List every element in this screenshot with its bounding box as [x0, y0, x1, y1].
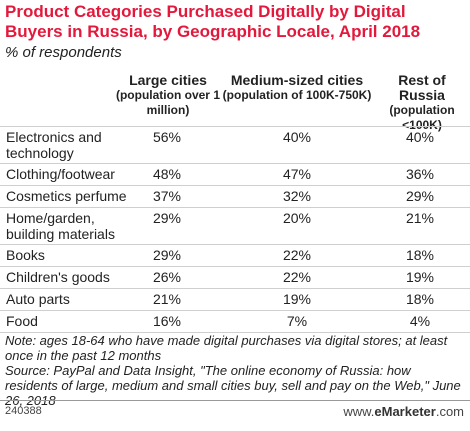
cell-value: 26% — [152, 269, 182, 285]
table-row: Children's goods 26% 22% 19% — [0, 267, 470, 289]
cell-value: 36% — [405, 166, 435, 182]
table-row: Clothing/footwear 48% 47% 36% — [0, 164, 470, 186]
brand-prefix: www. — [343, 404, 375, 419]
source-text: Source: PayPal and Data Insight, "The on… — [5, 363, 461, 408]
row-category-label: Home/garden, building materials — [6, 210, 115, 242]
column-header-large-cities: Large cities (population over 1 million) — [112, 73, 224, 118]
row-category-label: Auto parts — [6, 291, 70, 307]
cell-value: 32% — [282, 188, 312, 204]
cell-value: 29% — [152, 247, 182, 263]
table-row: Cosmetics perfume 37% 32% 29% — [0, 186, 470, 208]
notes: Note: ages 18-64 who have made digital p… — [5, 333, 465, 408]
cell-value: 56% — [152, 129, 182, 145]
cell-value: 16% — [152, 313, 182, 329]
table-row: Home/garden, building materials 29% 20% 21% — [0, 208, 470, 245]
cell-value: 21% — [152, 291, 182, 307]
cell-value: 47% — [282, 166, 312, 182]
table-row: Electronics and technology 56% 40% 40% — [0, 126, 470, 164]
column-header-rest-of-russia: Rest of Russia (population <100K) — [374, 73, 470, 133]
table-row: Food 16% 7% 4% — [0, 311, 470, 333]
column-header-sub: (population of 100K-750K) — [222, 88, 372, 102]
data-table: Electronics and technology 56% 40% 40% Cloth… — [0, 126, 470, 333]
cell-value: 37% — [152, 188, 182, 204]
row-category-label: Books — [6, 247, 45, 263]
chart-title: Product Categories Purchased Digitally b… — [5, 2, 421, 41]
cell-value: 18% — [405, 291, 435, 307]
column-header-main: Rest of Russia — [398, 72, 446, 103]
column-header-sub: (population <100K) — [389, 103, 455, 132]
footer: 240388 www.eMarketer.com — [0, 400, 470, 431]
chart-subtitle: % of respondents — [5, 44, 122, 61]
cell-value: 21% — [405, 210, 435, 226]
brand-logo: www.eMarketer.com — [343, 404, 464, 419]
chart-id: 240388 — [5, 405, 42, 417]
brand-name: eMarketer — [374, 404, 436, 419]
column-header-main: Medium-sized cities — [230, 72, 364, 88]
cell-value: 40% — [282, 129, 312, 145]
cell-value: 19% — [282, 291, 312, 307]
cell-value: 48% — [152, 166, 182, 182]
row-category-label: Cosmetics perfume — [6, 188, 127, 204]
cell-value: 18% — [405, 247, 435, 263]
column-header-sub: (population over 1 million) — [115, 88, 220, 117]
row-category-label: Food — [6, 313, 38, 329]
note-text: Note: ages 18-64 who have made digital p… — [5, 333, 448, 363]
column-header-medium-cities: Medium-sized cities (population of 100K-… — [219, 73, 375, 103]
cell-value: 20% — [282, 210, 312, 226]
table-row: Books 29% 22% 18% — [0, 245, 470, 267]
cell-value: 22% — [282, 269, 312, 285]
cell-value: 29% — [152, 210, 182, 226]
cell-value: 22% — [282, 247, 312, 263]
table-row: Auto parts 21% 19% 18% — [0, 289, 470, 311]
row-category-label: Clothing/footwear — [6, 166, 115, 182]
cell-value: 4% — [409, 313, 431, 329]
row-category-label: Children's goods — [6, 269, 110, 285]
column-header-main: Large cities — [129, 72, 207, 88]
brand-suffix: .com — [435, 404, 464, 419]
cell-value: 29% — [405, 188, 435, 204]
cell-value: 40% — [405, 129, 435, 145]
cell-value: 19% — [405, 269, 435, 285]
cell-value: 7% — [286, 313, 308, 329]
row-category-label: Electronics and technology — [6, 129, 102, 161]
